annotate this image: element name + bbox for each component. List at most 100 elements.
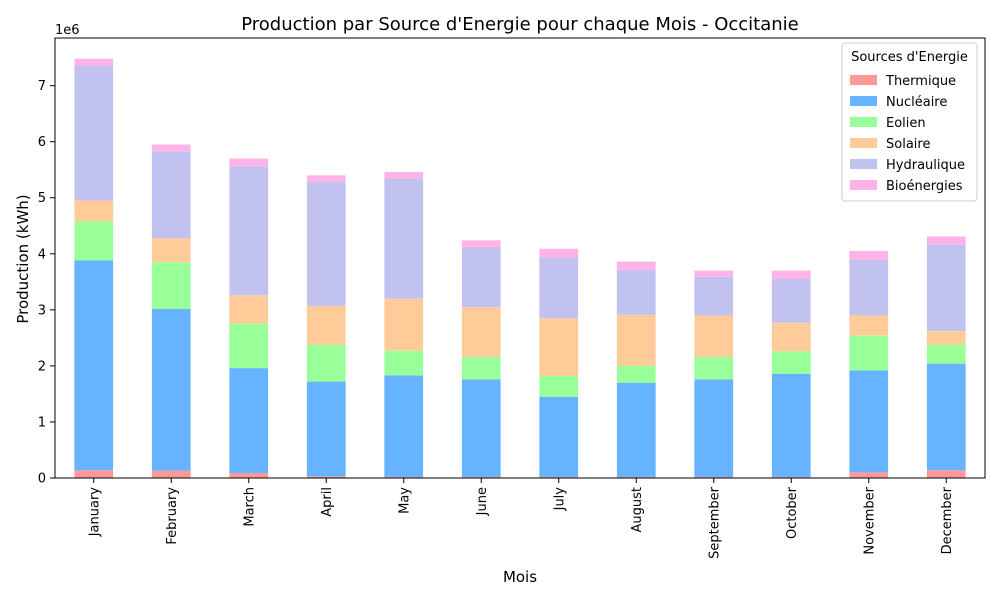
x-tick-label: March [242, 487, 257, 527]
bar-hydraulique-october [771, 279, 811, 323]
bar-solaire-november [849, 315, 889, 336]
bar-eolien-june [461, 356, 501, 380]
bar-solaire-july [539, 318, 579, 376]
bar-solaire-december [926, 331, 966, 345]
y-tick-label: 6 [38, 135, 46, 150]
bar-bioénergies-march [229, 158, 269, 167]
y-axis-label: Production (kWh) [14, 194, 32, 323]
bar-thermique-may [384, 476, 424, 478]
bar-hydraulique-march [229, 166, 269, 296]
bar-solaire-january [74, 200, 114, 222]
bar-nucléaire-august [616, 382, 656, 477]
plot-frame [54, 37, 986, 479]
bar-thermique-february [151, 470, 191, 478]
bar-solaire-february [151, 238, 191, 263]
legend-label-solaire: Solaire [886, 137, 930, 152]
bar-hydraulique-september [694, 276, 734, 316]
y-tick-label: 1 [38, 415, 46, 430]
legend-swatch-nucléaire [850, 96, 877, 106]
x-tick-label: July [552, 487, 567, 512]
bar-thermique-october [771, 476, 811, 478]
x-tick-label: October [785, 486, 800, 539]
bar-bioénergies-october [771, 270, 811, 280]
bar-bioénergies-november [849, 250, 889, 260]
bar-solaire-october [771, 322, 811, 352]
bar-nucléaire-may [384, 375, 424, 477]
legend-title: Sources d'Energie [851, 50, 968, 65]
legend-label-bioénergies: Bioénergies [886, 179, 963, 194]
x-tick-label: April [320, 487, 335, 517]
bar-hydraulique-june [461, 247, 501, 308]
bar-bioénergies-april [306, 175, 346, 183]
bar-nucléaire-june [461, 379, 501, 477]
x-tick-label: December [940, 486, 955, 554]
bar-hydraulique-may [384, 178, 424, 299]
bar-nucléaire-november [849, 370, 889, 473]
x-tick-label: August [630, 487, 645, 533]
bar-bioénergies-september [694, 270, 734, 277]
bar-eolien-march [229, 323, 269, 369]
x-tick-label: June [475, 487, 490, 516]
bar-hydraulique-august [616, 270, 656, 315]
x-tick-label: November [862, 486, 877, 554]
bar-eolien-september [694, 356, 734, 380]
bar-eolien-july [539, 375, 579, 397]
y-axis-scale-note: 1e6 [55, 23, 80, 38]
legend-swatch-bioénergies [850, 180, 877, 190]
bar-solaire-june [461, 307, 501, 357]
bar-thermique-june [461, 476, 501, 478]
bar-thermique-september [694, 476, 734, 478]
bar-bioénergies-august [616, 261, 656, 271]
bars-layer [74, 58, 966, 478]
bar-eolien-may [384, 350, 424, 376]
y-tick-label: 2 [38, 359, 46, 374]
legend-swatch-hydraulique [850, 159, 877, 169]
bar-nucléaire-september [694, 379, 734, 477]
bar-bioénergies-january [74, 58, 114, 66]
bar-eolien-april [306, 344, 346, 382]
legend-label-nucléaire: Nucléaire [886, 95, 947, 110]
bar-solaire-march [229, 295, 269, 324]
bar-eolien-february [151, 262, 191, 309]
bar-nucléaire-february [151, 308, 191, 471]
bar-nucléaire-january [74, 260, 114, 471]
y-tick-label: 4 [38, 247, 46, 262]
bar-thermique-december [926, 470, 966, 478]
legend-swatch-solaire [850, 138, 877, 148]
bar-nucléaire-july [539, 396, 579, 477]
bar-bioénergies-july [539, 248, 579, 258]
bar-eolien-august [616, 365, 656, 383]
legend: Sources d'Energie Thermique Nucléaire Eolie… [841, 42, 978, 202]
bar-solaire-september [694, 315, 734, 357]
axes-layer: 0 1 2 3 4 5 6 7 January February March April May June… [38, 37, 986, 559]
legend-label-eolien: Eolien [886, 116, 926, 131]
bar-hydraulique-april [306, 182, 346, 306]
bar-nucléaire-october [771, 373, 811, 477]
bar-hydraulique-july [539, 257, 579, 319]
bar-hydraulique-february [151, 151, 191, 239]
bar-bioénergies-february [151, 144, 191, 152]
bar-thermique-april [306, 476, 346, 478]
legend-label-thermique: Thermique [885, 74, 956, 89]
bar-thermique-august [616, 476, 656, 478]
bar-nucléaire-march [229, 368, 269, 473]
legend-label-hydraulique: Hydraulique [886, 158, 965, 173]
x-axis-label: Mois [503, 568, 537, 586]
chart-title: Production par Source d'Energie pour cha… [241, 14, 798, 35]
legend-swatch-thermique [850, 75, 877, 85]
bar-nucléaire-december [926, 363, 966, 471]
bar-solaire-april [306, 305, 346, 345]
bar-eolien-january [74, 221, 114, 261]
y-tick-label: 3 [38, 303, 46, 318]
bar-thermique-july [539, 476, 579, 478]
bar-nucléaire-april [306, 381, 346, 477]
y-tick-label: 7 [38, 79, 46, 94]
bar-thermique-march [229, 472, 269, 478]
bar-thermique-january [74, 470, 114, 478]
legend-swatch-eolien [850, 117, 877, 127]
x-tick-label: May [397, 487, 412, 514]
bar-eolien-november [849, 335, 889, 371]
bar-eolien-october [771, 351, 811, 374]
